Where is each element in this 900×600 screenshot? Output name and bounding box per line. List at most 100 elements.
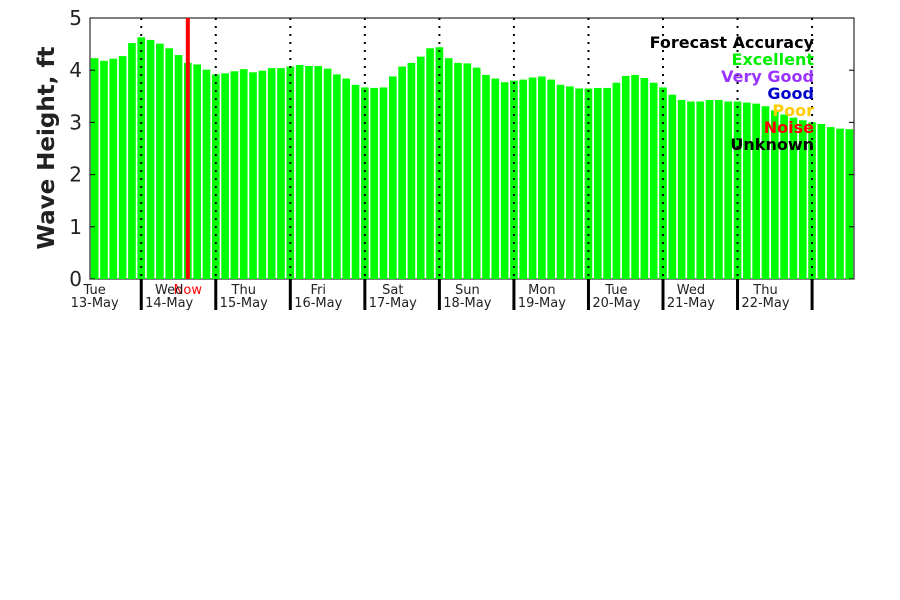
bars-group — [90, 37, 854, 280]
bar — [500, 82, 509, 280]
bar — [342, 78, 351, 279]
bar — [538, 76, 546, 280]
x-tick-weekday: Tue — [604, 283, 627, 298]
bar — [407, 62, 416, 279]
bar — [370, 87, 378, 279]
x-tick-date: 21-May — [667, 296, 715, 311]
x-tick-weekday: Fri — [311, 283, 327, 298]
x-tick-date: 19-May — [518, 296, 566, 311]
bar — [612, 82, 621, 279]
bar — [649, 82, 658, 279]
bar — [770, 110, 779, 279]
y-axis-label: Wave Height, ft — [34, 47, 60, 250]
x-tick-date: 14-May — [145, 296, 193, 311]
bar — [361, 87, 369, 280]
x-axis: Tue13-MayWed14-MayThu15-MayFri16-MaySat1… — [71, 283, 790, 311]
day-dividers — [139, 18, 814, 310]
y-tick-label: 1 — [69, 215, 82, 239]
x-tick-weekday: Sun — [455, 283, 480, 298]
x-tick-weekday: Mon — [528, 283, 555, 298]
bar — [398, 66, 406, 279]
bar — [305, 66, 313, 280]
bar — [696, 101, 705, 280]
x-tick-date: 16-May — [294, 296, 342, 311]
bar — [817, 123, 826, 279]
bar — [556, 84, 565, 279]
bar — [258, 70, 267, 279]
bar — [845, 129, 854, 279]
bar — [482, 74, 490, 280]
bar — [668, 94, 677, 279]
bar — [323, 68, 332, 279]
x-tick-weekday: Thu — [231, 283, 256, 298]
bar — [528, 77, 537, 279]
bar — [146, 39, 155, 279]
bar — [472, 67, 481, 279]
bar — [239, 69, 248, 279]
x-tick-weekday: Thu — [752, 283, 777, 298]
legend-entry: Noise — [764, 118, 814, 137]
bar — [789, 117, 798, 279]
bar — [836, 128, 844, 279]
bar — [193, 64, 201, 280]
bar — [566, 86, 574, 279]
bar — [491, 78, 500, 279]
x-tick-date: 15-May — [220, 296, 268, 311]
bar — [426, 48, 434, 279]
bar — [640, 78, 649, 279]
bar — [621, 75, 630, 279]
bar — [90, 58, 99, 279]
bar — [519, 79, 528, 279]
bar — [743, 102, 751, 279]
bar — [454, 62, 462, 279]
legend-entry: Good — [767, 84, 814, 103]
bar — [202, 69, 211, 280]
bar — [593, 87, 602, 279]
y-tick-label: 0 — [69, 267, 82, 291]
x-tick-date: 17-May — [369, 296, 417, 311]
x-tick-date: 20-May — [592, 296, 640, 311]
bar — [137, 37, 146, 280]
bar — [156, 43, 164, 279]
bar — [267, 68, 276, 279]
bar — [798, 120, 807, 279]
bar — [631, 74, 639, 280]
legend-entry: Poor — [772, 101, 814, 120]
bar — [677, 99, 686, 279]
bar — [780, 114, 788, 279]
now-label: Now — [174, 283, 203, 298]
y-tick-label: 5 — [69, 6, 82, 30]
bar — [100, 60, 108, 279]
bar — [118, 56, 127, 279]
bar — [808, 122, 816, 280]
x-tick-date: 13-May — [71, 296, 119, 311]
bar — [575, 88, 583, 279]
bar — [463, 63, 472, 279]
x-tick-date: 22-May — [741, 296, 789, 311]
bar — [444, 58, 453, 279]
bar — [715, 99, 723, 279]
bar — [277, 68, 285, 279]
bar — [295, 64, 304, 279]
bar — [584, 88, 593, 279]
bar — [230, 71, 239, 280]
bar — [314, 66, 323, 280]
bar — [174, 55, 183, 280]
bar — [705, 99, 714, 279]
x-tick-weekday: Wed — [155, 283, 183, 298]
bar — [752, 103, 760, 279]
y-tick-label: 3 — [69, 110, 82, 134]
bar — [286, 66, 295, 279]
y-tick-label: 4 — [69, 58, 82, 82]
bar — [221, 73, 229, 279]
x-tick-date: 18-May — [443, 296, 491, 311]
x-tick-weekday: Tue — [83, 283, 106, 298]
bar — [687, 101, 695, 280]
legend-title: Forecast Accuracy — [650, 33, 815, 52]
bar — [761, 106, 770, 279]
bar — [211, 74, 220, 279]
bar — [826, 127, 835, 279]
bar — [388, 76, 397, 280]
